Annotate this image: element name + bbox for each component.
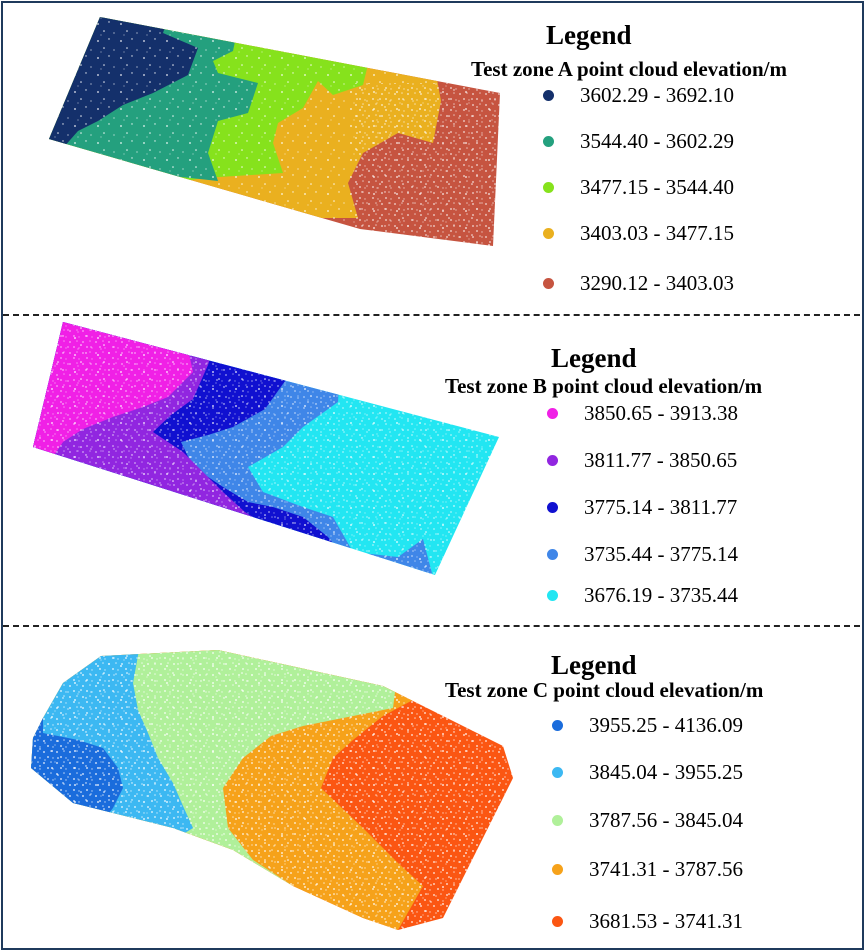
panel-test-zone-a: Legend Test zone A point cloud elevation… xyxy=(3,3,860,313)
legend-item-b-1: 3850.65 - 3913.38 xyxy=(547,400,738,426)
point-cloud-map-c xyxy=(31,650,513,930)
legend-swatch-b-4 xyxy=(547,548,558,560)
legend-title-c: Legend xyxy=(551,650,637,680)
legend-label-b-4: 3735.44 - 3775.14 xyxy=(584,541,738,566)
legend-item-a-1: 3602.29 - 3692.10 xyxy=(543,82,734,108)
legend-label-a-2: 3544.40 - 3602.29 xyxy=(580,128,734,153)
panel-test-zone-b: Legend Test zone B point cloud elevation… xyxy=(3,317,860,625)
legend-swatch-b-5 xyxy=(547,589,558,601)
legend-item-b-4: 3735.44 - 3775.14 xyxy=(547,541,738,567)
legend-label-c-2: 3845.04 - 3955.25 xyxy=(589,759,743,784)
legend-label-c-5: 3681.53 - 3741.31 xyxy=(589,908,743,933)
legend-swatch-c-5 xyxy=(552,915,563,927)
legend-label-c-3: 3787.56 - 3845.04 xyxy=(589,807,743,832)
legend-swatch-b-1 xyxy=(547,407,558,419)
legend-swatch-c-3 xyxy=(552,814,563,826)
legend-swatch-b-2 xyxy=(547,454,558,466)
panel-test-zone-c: Legend Test zone C point cloud elevation… xyxy=(3,628,860,946)
legend-item-c-1: 3955.25 - 4136.09 xyxy=(552,712,743,738)
legend-item-b-5: 3676.19 - 3735.44 xyxy=(547,582,738,608)
legend-label-c-1: 3955.25 - 4136.09 xyxy=(589,712,743,737)
point-cloud-map-a xyxy=(49,17,500,246)
legend-label-a-1: 3602.29 - 3692.10 xyxy=(580,82,734,107)
legend-item-b-2: 3811.77 - 3850.65 xyxy=(547,447,737,473)
legend-swatch-c-1 xyxy=(552,719,563,731)
legend-label-b-1: 3850.65 - 3913.38 xyxy=(584,400,738,425)
legend-subtitle-c: Test zone C point cloud elevation/m xyxy=(445,678,764,702)
legend-title-a: Legend xyxy=(546,20,632,50)
legend-item-c-2: 3845.04 - 3955.25 xyxy=(552,759,743,785)
legend-item-b-3: 3775.14 - 3811.77 xyxy=(547,494,737,520)
legend-label-a-4: 3403.03 - 3477.15 xyxy=(580,220,734,245)
panel-divider-2 xyxy=(3,625,860,627)
legend-swatch-a-4 xyxy=(543,227,554,239)
legend-swatch-a-1 xyxy=(543,89,554,101)
legend-swatch-a-2 xyxy=(543,135,554,147)
legend-item-a-3: 3477.15 - 3544.40 xyxy=(543,174,734,200)
legend-label-a-3: 3477.15 - 3544.40 xyxy=(580,174,734,199)
legend-title-b: Legend xyxy=(551,343,637,373)
legend-label-b-5: 3676.19 - 3735.44 xyxy=(584,582,738,607)
panel-divider-1 xyxy=(3,314,860,316)
legend-swatch-c-4 xyxy=(552,863,563,875)
legend-label-a-5: 3290.12 - 3403.03 xyxy=(580,270,734,295)
legend-subtitle-b: Test zone B point cloud elevation/m xyxy=(445,374,763,398)
legend-swatch-a-3 xyxy=(543,181,554,193)
legend-item-c-3: 3787.56 - 3845.04 xyxy=(552,807,743,833)
legend-label-c-4: 3741.31 - 3787.56 xyxy=(589,856,743,881)
legend-item-a-4: 3403.03 - 3477.15 xyxy=(543,220,734,246)
point-cloud-map-b xyxy=(33,322,499,575)
legend-swatch-c-2 xyxy=(552,766,563,778)
legend-label-b-3: 3775.14 - 3811.77 xyxy=(584,494,738,519)
legend-item-c-4: 3741.31 - 3787.56 xyxy=(552,856,743,882)
legend-swatch-b-3 xyxy=(547,501,558,513)
legend-item-a-5: 3290.12 - 3403.03 xyxy=(543,270,734,296)
legend-item-a-2: 3544.40 - 3602.29 xyxy=(543,128,734,154)
legend-swatch-a-5 xyxy=(543,277,554,289)
legend-item-c-5: 3681.53 - 3741.31 xyxy=(552,908,743,934)
legend-subtitle-a: Test zone A point cloud elevation/m xyxy=(471,57,787,81)
legend-label-b-2: 3811.77 - 3850.65 xyxy=(584,447,738,472)
